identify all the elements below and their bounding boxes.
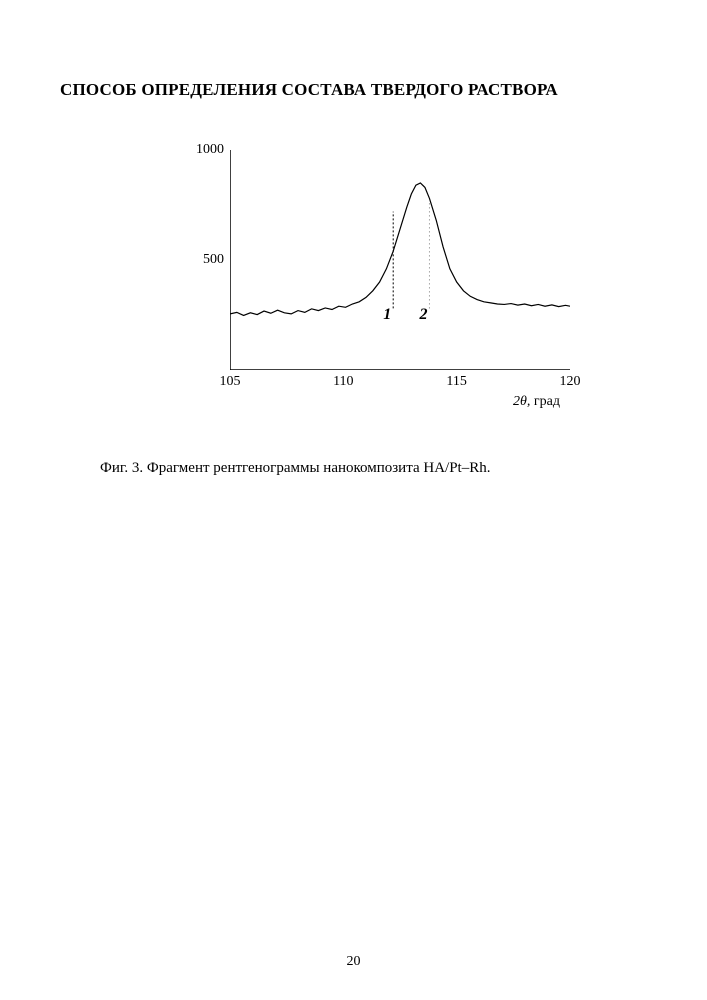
xrd-chart: 50010001051101151202θ, град12: [190, 150, 570, 370]
page-number: 20: [0, 954, 707, 970]
x-tick-label: 105: [210, 374, 250, 390]
x-axis-label: 2θ, град: [513, 394, 560, 410]
chart-svg: [230, 150, 570, 370]
figure-caption: Фиг. 3. Фрагмент рентгенограммы нанокомп…: [60, 460, 647, 477]
y-tick-label: 500: [174, 252, 224, 268]
page-title: СПОСОБ ОПРЕДЕЛЕНИЯ СОСТАВА ТВЕРДОГО РАСТ…: [60, 80, 647, 100]
x-tick-label: 120: [550, 374, 590, 390]
x-tick-label: 115: [437, 374, 477, 390]
x-tick-label: 110: [323, 374, 363, 390]
marker-label: 1: [383, 306, 391, 324]
marker-label: 2: [419, 306, 427, 324]
y-tick-label: 1000: [174, 142, 224, 158]
